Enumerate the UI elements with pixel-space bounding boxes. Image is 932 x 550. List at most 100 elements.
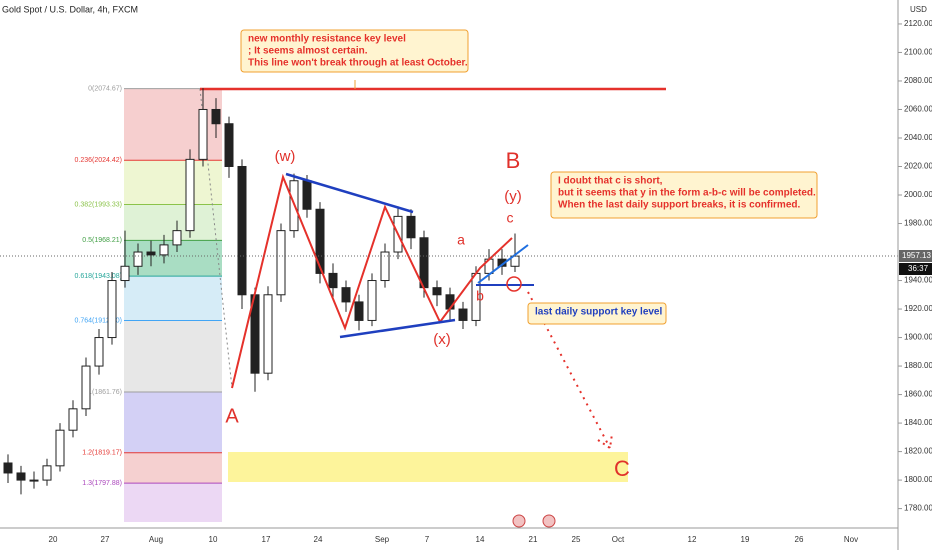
fib-label: 1(1861.76) [88,389,122,396]
callout-text: new monthly resistance key level [248,34,406,45]
fib-label: 0(2074.67) [88,85,122,92]
y-tick-label: 1880.00 [904,361,932,370]
candle-body [224,123,234,167]
candle-body [302,180,312,210]
y-tick-label: 1820.00 [904,447,932,456]
candle-body [55,429,65,467]
x-tick-label: 19 [741,535,750,544]
candle-body [315,208,325,274]
fib-label: 0.236(2024.42) [75,157,122,164]
fib-band [124,483,222,522]
y-tick-label: 2120.00 [904,19,932,28]
y-tick-label: 2020.00 [904,162,932,171]
y-tick-label: 1840.00 [904,418,932,427]
fib-label: 0.382(1993.33) [75,201,122,208]
x-tick-label: 24 [314,535,323,544]
candle-body [211,108,221,125]
y-tick-label: 1900.00 [904,333,932,342]
x-tick-label: 17 [262,535,271,544]
fib-band [124,320,222,393]
fib-label: 1.2(1819.17) [82,450,122,457]
x-tick-label: Oct [612,535,625,544]
trendline [339,318,456,339]
price-tag [899,250,932,262]
last-price: 1957.13 [902,251,931,260]
y-tick-label: 1920.00 [904,304,932,313]
x-tick-label: 10 [209,535,218,544]
x-tick-label: 7 [425,535,430,544]
candle-body [146,251,156,256]
y-tick-label: 2060.00 [904,105,932,114]
candle-body [198,108,208,160]
x-tick-label: 27 [101,535,110,544]
candle-body [185,158,195,232]
candle-body [406,215,416,239]
wave-label: B [506,148,521,173]
y-tick-label: 2000.00 [904,190,932,199]
candle-body [172,230,182,246]
fib-band [124,276,222,321]
candle-body [159,244,169,256]
wave-label: a [457,232,465,248]
trendline [285,172,414,214]
wave-label: (x) [433,331,451,348]
target-zone [228,452,628,482]
candles [3,88,520,495]
callout-text: ; It seems almost certain. [248,46,368,57]
wave-label: (w) [275,148,296,165]
candle-body [419,237,429,289]
y-tick-label: 2080.00 [904,76,932,85]
callout-box [240,29,469,73]
y-tick-label: 1980.00 [904,219,932,228]
x-tick-label: Aug [149,535,163,544]
fib-label: 1.3(1797.88) [82,480,122,487]
trendline [477,244,529,284]
fib-label: 0.618(1943.08) [75,273,122,280]
fib-band [124,452,222,484]
x-tick-label: Sep [375,535,390,544]
chart-title: Gold Spot / U.S. Dollar, 4h, FXCM [2,4,138,14]
event-icon [512,514,526,528]
candle-body [94,337,104,367]
fib-band [124,160,222,205]
x-tick-label: 14 [476,535,485,544]
break-marker [506,276,522,292]
candle-body [81,365,91,410]
candle-body [458,308,468,321]
annotations: new monthly resistance key level; It see… [240,29,818,325]
x-tick-label: 26 [795,535,804,544]
x-tick-label: 21 [529,535,538,544]
wave-label: b [476,288,484,304]
candle-body [16,472,26,481]
currency: USD [910,5,927,14]
candle-body [367,280,377,321]
wave-path [231,173,513,389]
countdown: 36:37 [908,264,929,273]
y-tick-label: 1780.00 [904,504,932,513]
callout-text: This line won't break through at least O… [248,58,468,69]
wave-label: c [507,210,514,226]
candle-body [29,479,39,482]
candle-body [276,230,286,296]
candle-body [380,251,390,282]
callout-text: but it seems that y in the form a-b-c wi… [558,188,816,199]
callout-text: I doubt that c is short, [558,176,663,187]
candle-body [133,251,143,267]
candle-body [107,280,117,339]
candle-body [432,287,442,296]
x-tick-label: 12 [688,535,697,544]
fib-band [124,392,222,453]
x-tick-label: Nov [844,535,858,544]
candle-body [237,165,247,296]
candle-body [328,272,338,289]
wave-label: C [614,456,630,481]
event-icon [542,514,556,528]
callout-box [550,171,818,219]
y-tick-label: 1940.00 [904,276,932,285]
candle-body [341,287,351,303]
callout-text: When the last daily support breaks, it i… [558,200,800,211]
x-tick-label: 25 [572,535,581,544]
callout-box [527,302,667,325]
y-tick-label: 1800.00 [904,475,932,484]
